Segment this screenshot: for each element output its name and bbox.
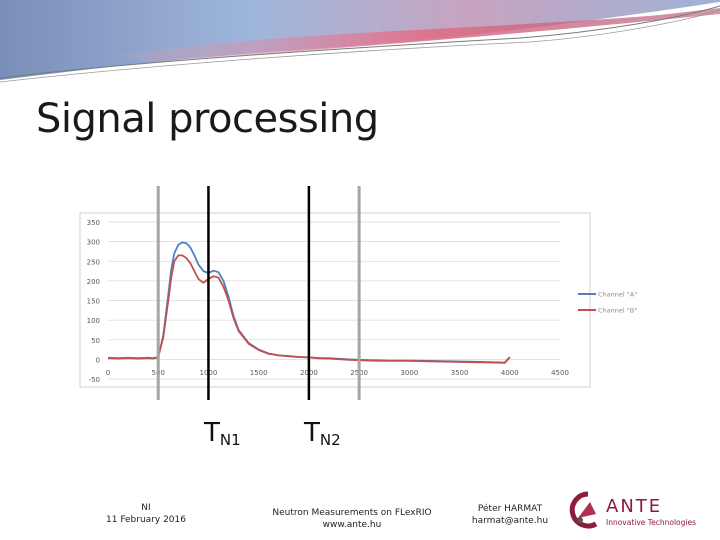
footer-author: Péter HARMAT harmat@ante.hu [462,503,558,527]
y-tick-label: -50 [89,376,100,384]
footer-event: NI [141,503,151,513]
y-tick-label: 250 [87,258,100,266]
chart-grid [108,221,560,380]
y-tick-label: 200 [87,278,100,286]
svg-text:ANTE: ANTE [606,496,662,517]
y-tick-label: 50 [91,337,100,345]
footer-author-email: harmat@ante.hu [471,516,549,526]
footer-date: 11 February 2016 [106,515,186,525]
x-tick-label: 4000 [501,369,519,377]
plot-area-frame [79,212,591,388]
legend-label: Channel "A" [598,291,637,299]
series-line-channel-b [107,254,511,364]
y-tick-label: 350 [87,219,100,227]
x-tick-label: 3000 [400,369,418,377]
svg-text:Innovative Technologies: Innovative Technologies [606,518,696,527]
footer-center: Neutron Measurements on FLexRIO www.ante… [266,507,438,531]
legend-label: Channel "B" [598,307,637,315]
tn2-subscript: N2 [319,431,341,449]
footer-presentation-title: Neutron Measurements on FLexRIO [272,508,432,518]
x-tick-label: 4500 [551,369,569,377]
y-tick-label: 150 [87,298,100,306]
footer-website: www.ante.hu [322,520,382,530]
vertical-marker-lines [156,186,361,400]
chart-series-group [107,241,511,364]
tn2-label: TN2 [304,418,341,449]
tn1-label: TN1 [204,418,241,449]
y-tick-label: 100 [87,317,100,325]
footer-author-name: Péter HARMAT [477,504,543,514]
tn1-base: T [204,418,220,448]
y-tick-label: 300 [87,239,100,247]
tn2-base: T [304,418,320,448]
footer-left: NI 11 February 2016 [96,502,196,526]
x-tick-label: 3500 [451,369,469,377]
header-swoosh-banner [0,0,720,83]
chart-legend: Channel "A" Channel "B" [578,291,637,315]
y-axis-tick-labels: 350 300 250 200 150 100 50 0 -50 [87,219,100,384]
y-tick-label: 0 [96,356,100,364]
slide-title: Signal processing [36,96,379,142]
x-tick-label: 1500 [250,369,268,377]
x-tick-label: 0 [106,369,110,377]
ante-logo: ANTE Innovative Technologies [569,491,696,529]
tn1-subscript: N1 [219,431,241,449]
